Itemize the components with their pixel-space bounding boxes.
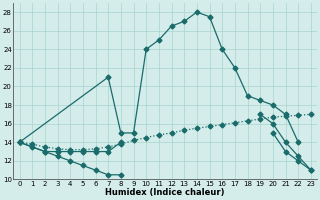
- X-axis label: Humidex (Indice chaleur): Humidex (Indice chaleur): [106, 188, 225, 197]
